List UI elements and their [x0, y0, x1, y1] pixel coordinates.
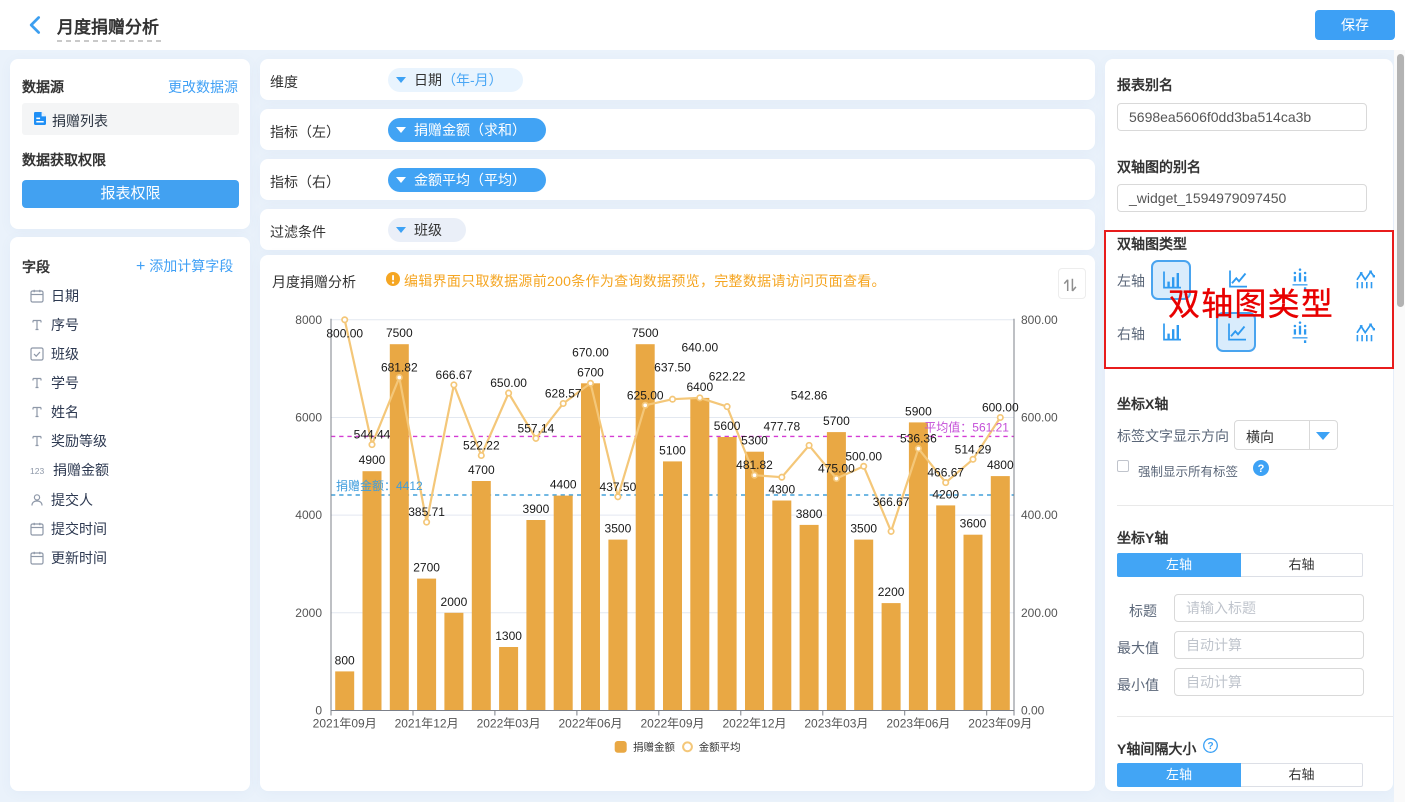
svg-text:542.86: 542.86	[791, 388, 828, 402]
svg-text:捐赠金额: 捐赠金额	[633, 741, 675, 754]
svg-text:625.00: 625.00	[627, 388, 664, 402]
svg-text:800.00: 800.00	[1021, 313, 1058, 327]
svg-text:200.00: 200.00	[1021, 606, 1058, 620]
svg-text:0.00: 0.00	[1021, 704, 1045, 718]
svg-text:536.36: 536.36	[900, 432, 937, 446]
svg-text:800.00: 800.00	[326, 327, 363, 341]
svg-text:2022年06月: 2022年06月	[558, 717, 622, 731]
svg-text:600.00: 600.00	[982, 401, 1019, 415]
svg-text:600.00: 600.00	[1021, 411, 1058, 425]
svg-text:466.67: 466.67	[927, 466, 964, 480]
svg-text:4900: 4900	[359, 453, 386, 467]
svg-text:4800: 4800	[987, 458, 1014, 472]
svg-text:2021年09月: 2021年09月	[313, 717, 377, 731]
svg-text:637.50: 637.50	[654, 361, 691, 375]
svg-text:437.50: 437.50	[600, 480, 637, 494]
svg-text:2022年03月: 2022年03月	[477, 717, 541, 731]
svg-text:5700: 5700	[823, 414, 850, 428]
svg-text:金额平均: 金额平均	[699, 741, 741, 754]
svg-text:477.78: 477.78	[763, 419, 800, 433]
svg-text:2022年12月: 2022年12月	[722, 717, 786, 731]
svg-text:557.14: 557.14	[518, 421, 555, 435]
svg-text:3500: 3500	[850, 522, 877, 536]
svg-text:4700: 4700	[468, 463, 495, 477]
svg-text:400.00: 400.00	[1021, 508, 1058, 522]
svg-text:平均值：561.21: 平均值：561.21	[924, 419, 1009, 434]
svg-text:650.00: 650.00	[490, 376, 527, 390]
svg-text:3600: 3600	[960, 517, 987, 531]
svg-text:5900: 5900	[905, 404, 932, 418]
svg-text:7500: 7500	[632, 326, 659, 340]
svg-text:123: 123	[30, 466, 44, 476]
svg-text:385.71: 385.71	[408, 505, 445, 519]
svg-text:捐赠金额：4412: 捐赠金额：4412	[336, 478, 423, 493]
svg-text:3800: 3800	[796, 507, 823, 521]
svg-text:2000: 2000	[441, 595, 468, 609]
svg-text:2700: 2700	[413, 561, 440, 575]
svg-text:?: ?	[1258, 463, 1265, 475]
svg-text:622.22: 622.22	[709, 369, 746, 383]
svg-text:670.00: 670.00	[572, 345, 609, 359]
svg-text:640.00: 640.00	[681, 341, 718, 355]
svg-text:3900: 3900	[523, 502, 550, 516]
svg-text:628.57: 628.57	[545, 387, 582, 401]
svg-text:481.82: 481.82	[736, 458, 773, 472]
svg-text:500.00: 500.00	[845, 449, 882, 463]
svg-text:2023年03月: 2023年03月	[804, 717, 868, 731]
svg-text:8000: 8000	[295, 313, 322, 327]
svg-text:6000: 6000	[295, 411, 322, 425]
svg-text:6700: 6700	[577, 365, 604, 379]
svg-text:1300: 1300	[495, 629, 522, 643]
svg-text:2000: 2000	[295, 606, 322, 620]
svg-text:5600: 5600	[714, 419, 741, 433]
svg-text:?: ?	[1207, 741, 1213, 752]
svg-text:366.67: 366.67	[873, 495, 910, 509]
svg-text:514.29: 514.29	[955, 442, 992, 456]
svg-text:800: 800	[335, 653, 355, 667]
svg-text:2200: 2200	[878, 585, 905, 599]
svg-text:681.82: 681.82	[381, 361, 418, 375]
svg-text:5300: 5300	[741, 434, 768, 448]
svg-text:5100: 5100	[659, 443, 686, 457]
svg-text:544.44: 544.44	[354, 428, 391, 442]
svg-text:7500: 7500	[386, 326, 413, 340]
svg-text:2022年09月: 2022年09月	[640, 717, 704, 731]
svg-text:4200: 4200	[932, 487, 959, 501]
svg-text:2023年09月: 2023年09月	[968, 717, 1032, 731]
svg-text:3500: 3500	[605, 522, 632, 536]
svg-text:2023年06月: 2023年06月	[886, 717, 950, 731]
svg-text:4400: 4400	[550, 478, 577, 492]
svg-text:0: 0	[315, 704, 322, 718]
svg-text:4000: 4000	[295, 508, 322, 522]
svg-text:666.67: 666.67	[436, 368, 473, 382]
svg-text:522.22: 522.22	[463, 439, 500, 453]
svg-text:4300: 4300	[768, 483, 795, 497]
svg-text:2021年12月: 2021年12月	[395, 717, 459, 731]
svg-text:475.00: 475.00	[818, 462, 855, 476]
svg-text:6400: 6400	[686, 380, 713, 394]
